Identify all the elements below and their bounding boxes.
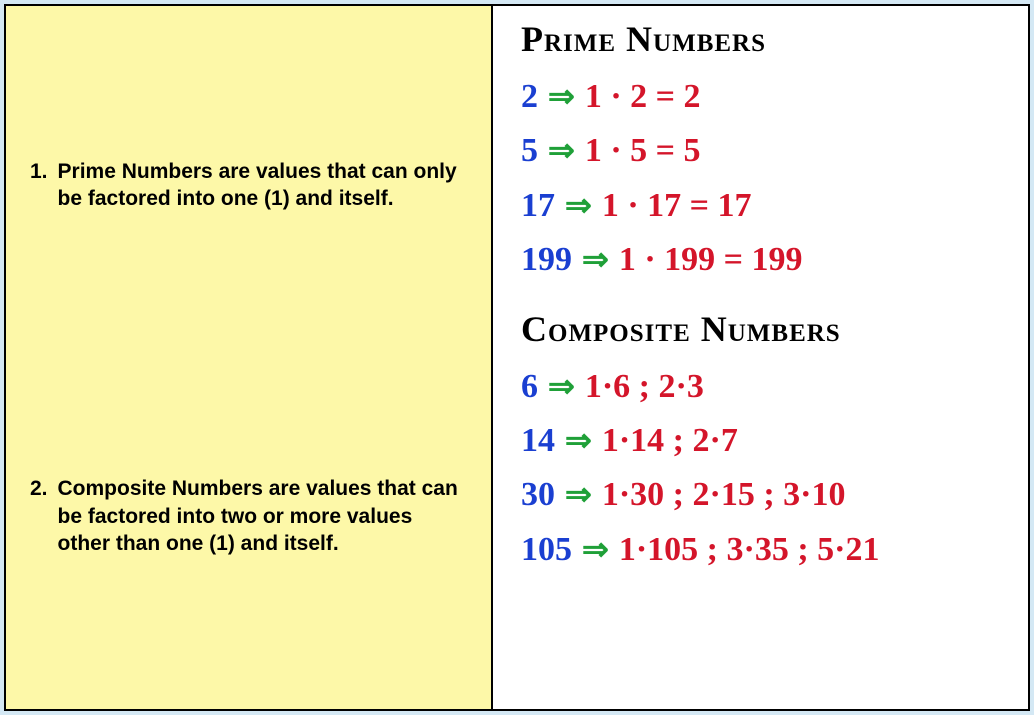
example-row: 14 ⇒ 1·14 ; 2·7 <box>521 414 1004 468</box>
arrow-icon: ⇒ <box>565 415 592 466</box>
example-row: 30 ⇒ 1·30 ; 2·15 ; 3·10 <box>521 468 1004 522</box>
arrow-icon: ⇒ <box>548 361 575 412</box>
example-number: 2 <box>521 70 538 124</box>
example-equation: 1 · 5 = 5 <box>585 124 701 178</box>
arrow-icon: ⇒ <box>565 469 592 520</box>
example-equation: 1 · 2 = 2 <box>585 70 701 124</box>
example-equation: 1 · 17 = 17 <box>602 179 752 233</box>
example-number: 30 <box>521 468 555 522</box>
arrow-icon: ⇒ <box>548 71 575 122</box>
definition-text: Prime Numbers are values that can only b… <box>58 158 467 213</box>
definitions-panel: 1. Prime Numbers are values that can onl… <box>6 6 493 709</box>
example-number: 17 <box>521 179 555 233</box>
definition-index: 2. <box>30 475 48 557</box>
arrow-icon: ⇒ <box>582 234 609 285</box>
arrow-icon: ⇒ <box>582 524 609 575</box>
composite-section: Composite Numbers 6 ⇒ 1·6 ; 2·3 14 ⇒ 1·1… <box>521 308 1004 578</box>
example-row: 2 ⇒ 1 · 2 = 2 <box>521 70 1004 124</box>
definition-item: 1. Prime Numbers are values that can onl… <box>30 158 467 213</box>
section-title: Composite Numbers <box>521 308 1004 350</box>
example-equation: 1 · 199 = 199 <box>619 233 803 287</box>
example-row: 17 ⇒ 1 · 17 = 17 <box>521 179 1004 233</box>
example-row: 105 ⇒ 1·105 ; 3·35 ; 5·21 <box>521 523 1004 577</box>
section-title: Prime Numbers <box>521 18 1004 60</box>
example-row: 199 ⇒ 1 · 199 = 199 <box>521 233 1004 287</box>
example-equation: 1·14 ; 2·7 <box>602 414 738 468</box>
arrow-icon: ⇒ <box>548 125 575 176</box>
content-frame: 1. Prime Numbers are values that can onl… <box>4 4 1030 711</box>
example-equation: 1·6 ; 2·3 <box>585 360 704 414</box>
definition-item: 2. Composite Numbers are values that can… <box>30 475 467 557</box>
example-number: 5 <box>521 124 538 178</box>
example-number: 14 <box>521 414 555 468</box>
example-number: 105 <box>521 523 572 577</box>
arrow-icon: ⇒ <box>565 180 592 231</box>
example-equation: 1·105 ; 3·35 ; 5·21 <box>619 523 880 577</box>
prime-section: Prime Numbers 2 ⇒ 1 · 2 = 2 5 ⇒ 1 · 5 = … <box>521 18 1004 288</box>
example-number: 199 <box>521 233 572 287</box>
definition-index: 1. <box>30 158 48 213</box>
example-equation: 1·30 ; 2·15 ; 3·10 <box>602 468 846 522</box>
definition-text: Composite Numbers are values that can be… <box>58 475 467 557</box>
examples-panel: Prime Numbers 2 ⇒ 1 · 2 = 2 5 ⇒ 1 · 5 = … <box>493 6 1028 709</box>
example-row: 5 ⇒ 1 · 5 = 5 <box>521 124 1004 178</box>
example-number: 6 <box>521 360 538 414</box>
example-row: 6 ⇒ 1·6 ; 2·3 <box>521 360 1004 414</box>
